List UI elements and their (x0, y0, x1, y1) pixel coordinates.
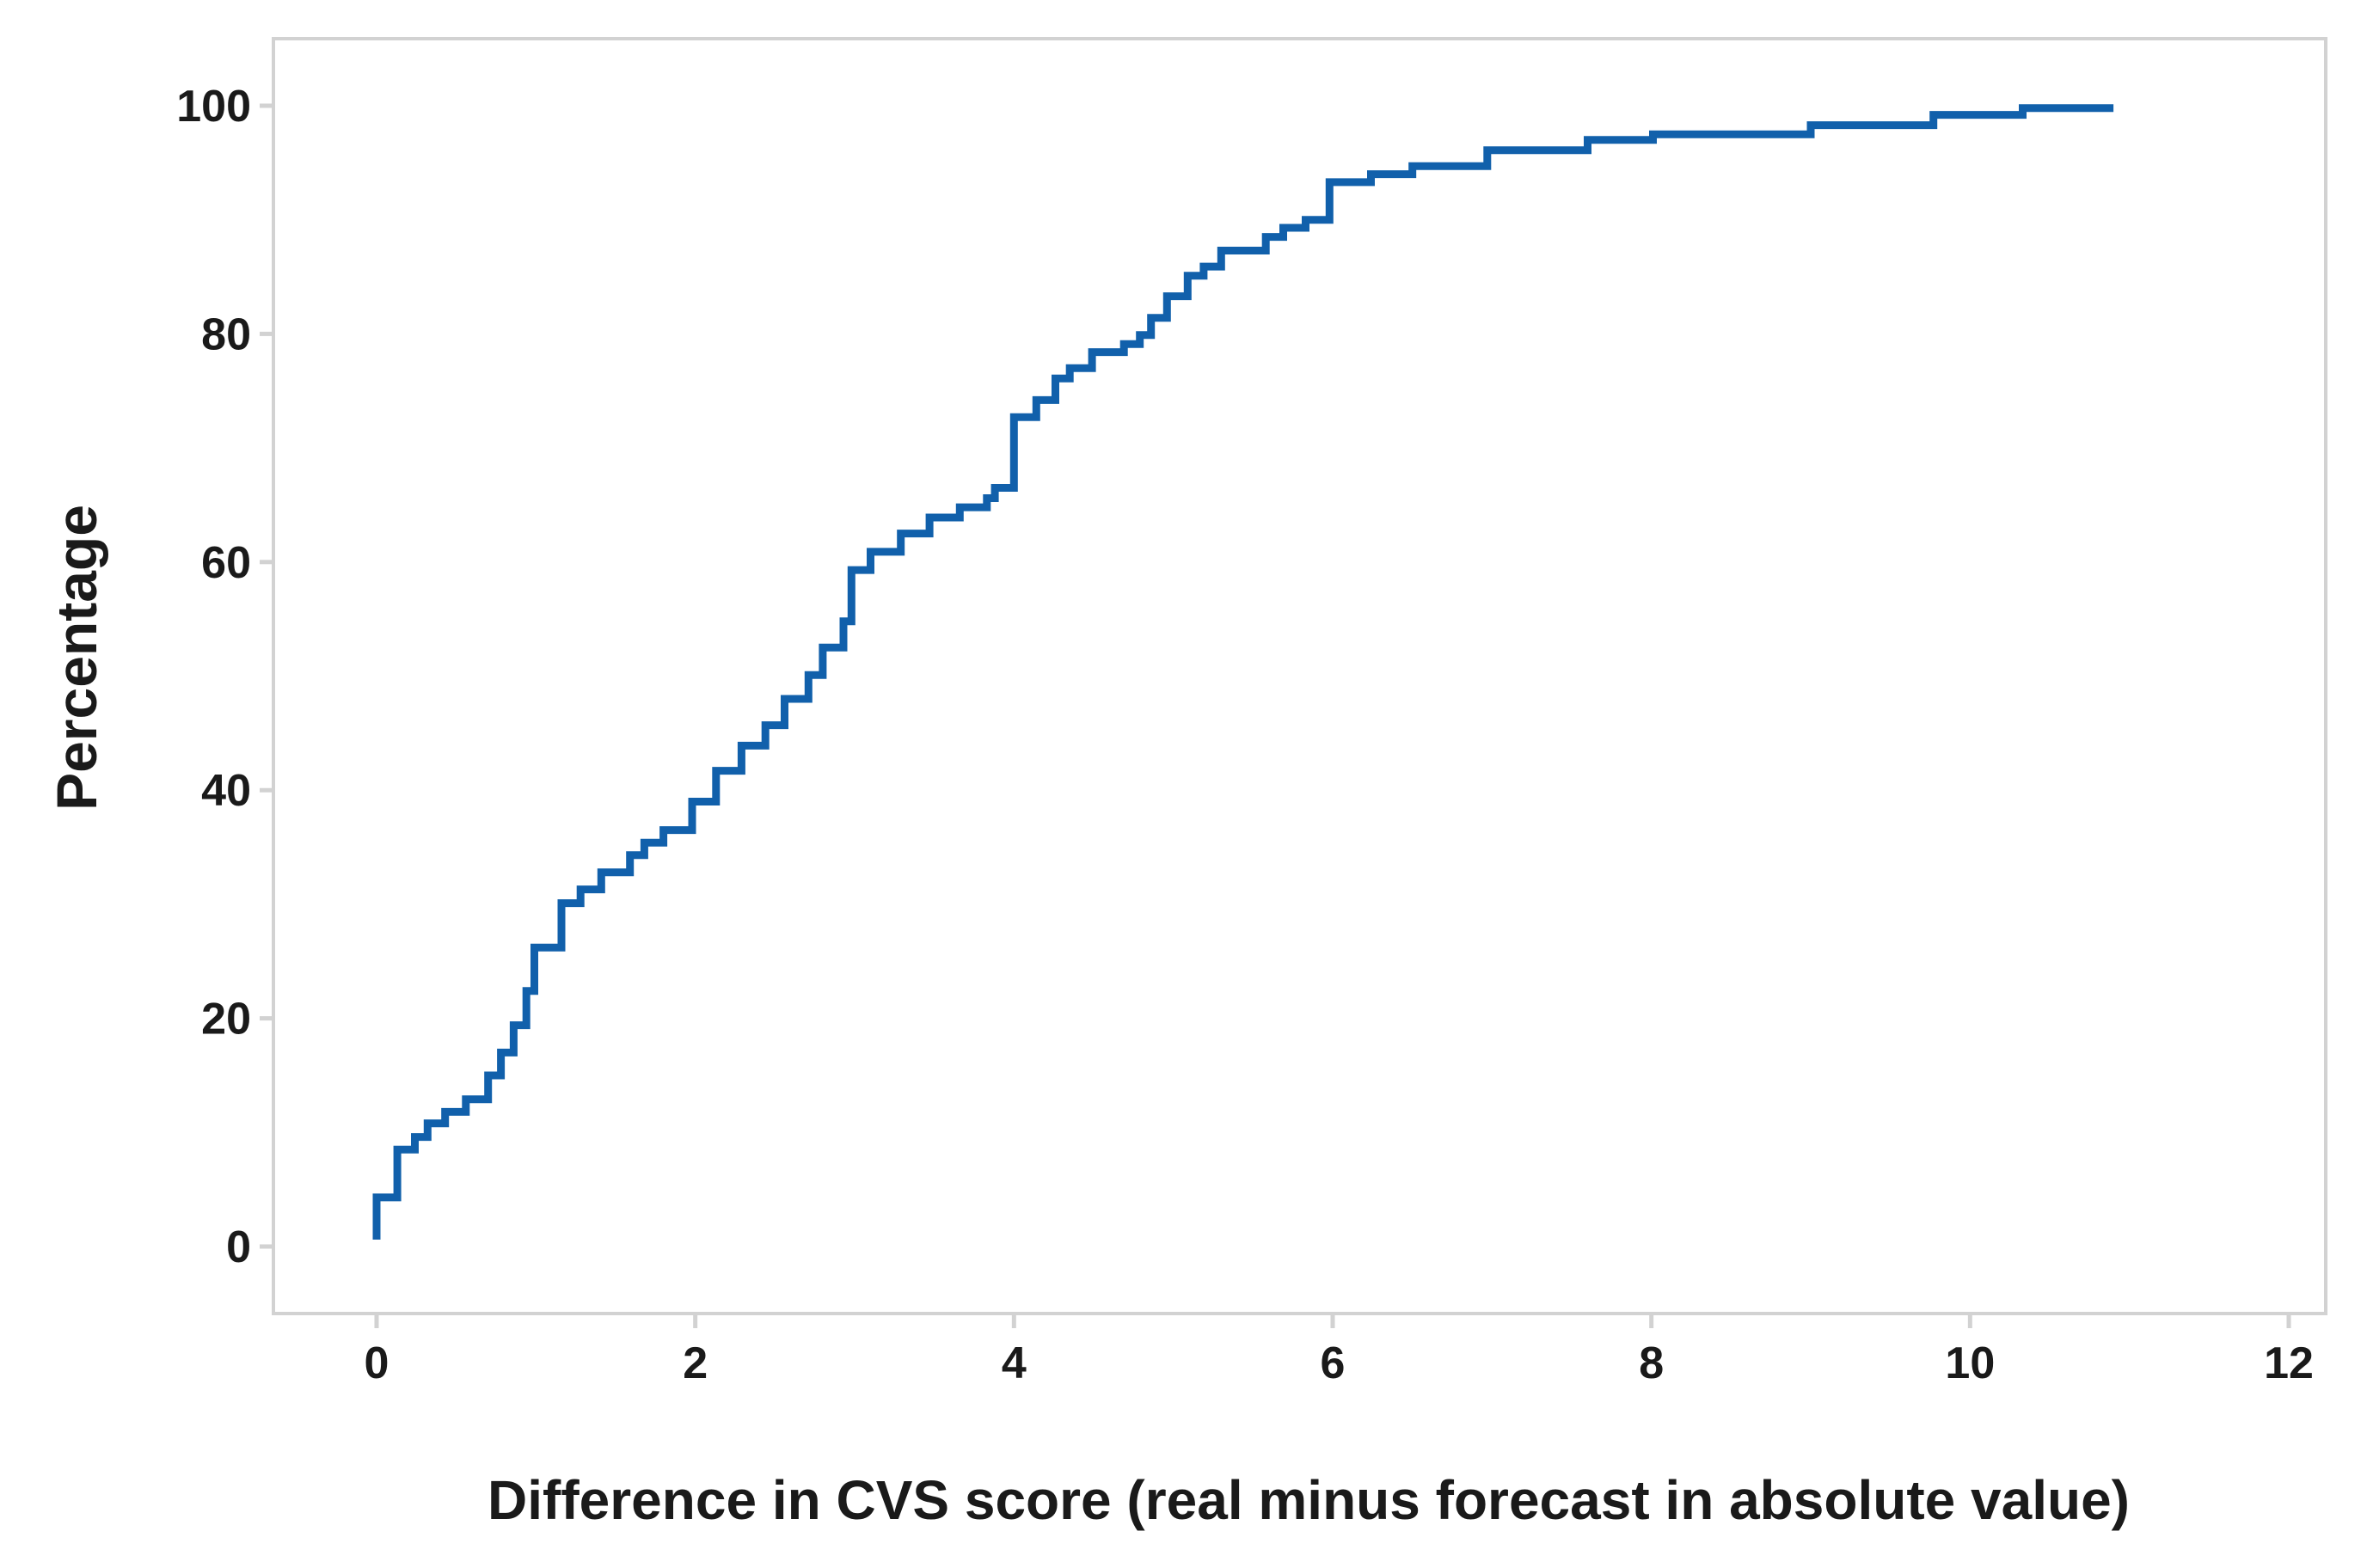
x-axis-ticks: 0 2 4 6 8 10 12 (365, 1314, 2314, 1388)
y-tick-label: 0 (226, 1222, 251, 1272)
x-tick-label: 12 (2264, 1338, 2314, 1388)
plot-frame (272, 37, 2327, 1315)
y-tick-label: 40 (201, 766, 251, 816)
y-axis-title: Percentage (45, 505, 108, 811)
y-tick-label: 20 (201, 995, 251, 1044)
x-tick-label: 8 (1639, 1338, 1664, 1388)
y-tick-label: 100 (176, 82, 251, 132)
y-axis-ticks: 0 20 40 60 80 100 (176, 82, 273, 1272)
x-tick-label: 2 (683, 1338, 708, 1388)
x-tick-label: 4 (1002, 1338, 1027, 1388)
x-tick-label: 10 (1945, 1338, 1995, 1388)
x-axis-title: Difference in CVS score (real minus fore… (488, 1469, 2130, 1531)
y-tick-label: 60 (201, 538, 251, 588)
ecdf-step-line (372, 104, 2114, 1240)
y-tick-label: 80 (201, 309, 251, 359)
x-tick-label: 0 (365, 1338, 389, 1388)
x-tick-label: 6 (1321, 1338, 1346, 1388)
